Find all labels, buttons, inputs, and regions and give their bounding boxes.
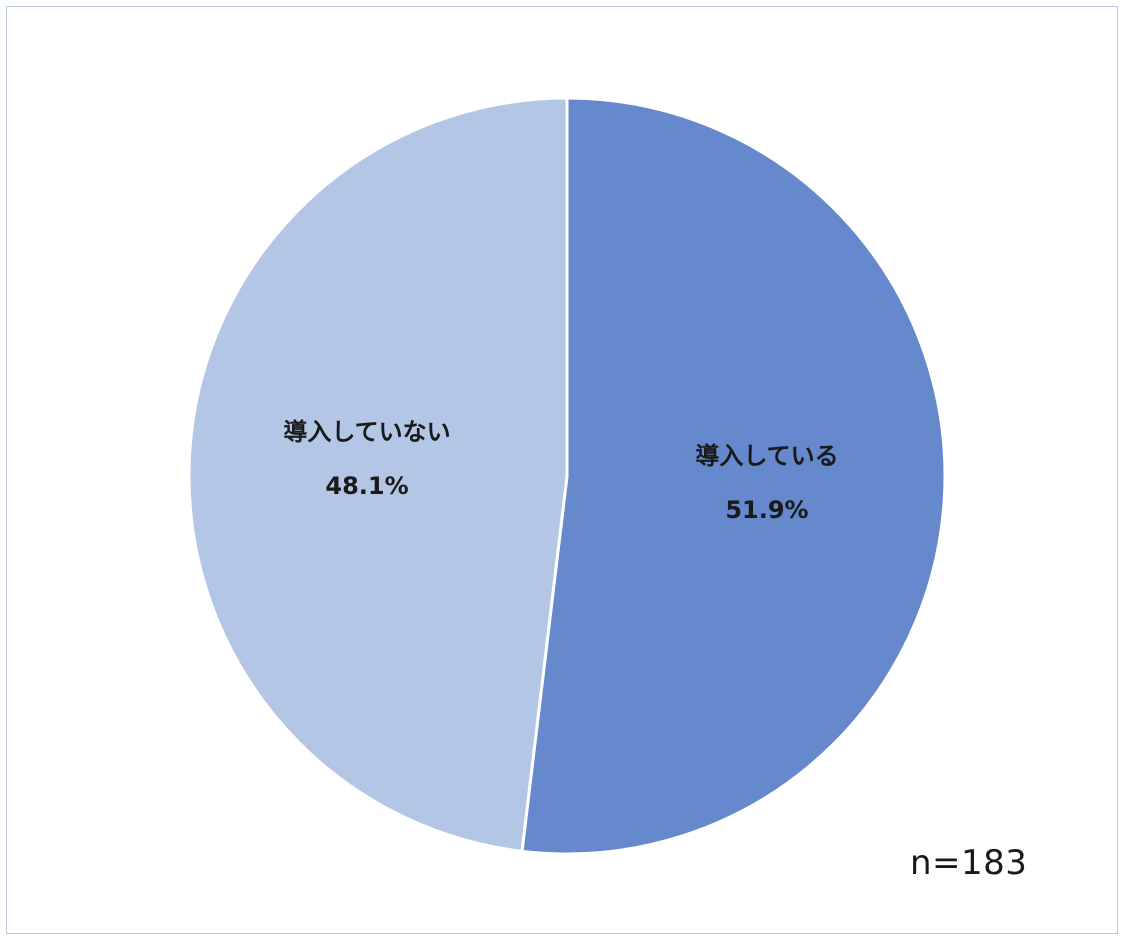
sample-size-note: n=183: [910, 843, 1028, 883]
slice-value-1: 51.9%: [725, 496, 808, 524]
pie-slice-2: [187, 96, 569, 853]
slice-value-2: 48.1%: [325, 472, 408, 500]
pie-slices: [187, 96, 947, 856]
pie-slice-1: [520, 96, 947, 856]
pie-labels: 導入している 51.9% 導入していない 48.1%: [283, 418, 838, 524]
slice-label-2: 導入していない: [283, 418, 450, 446]
slice-label-1: 導入している: [695, 442, 838, 470]
